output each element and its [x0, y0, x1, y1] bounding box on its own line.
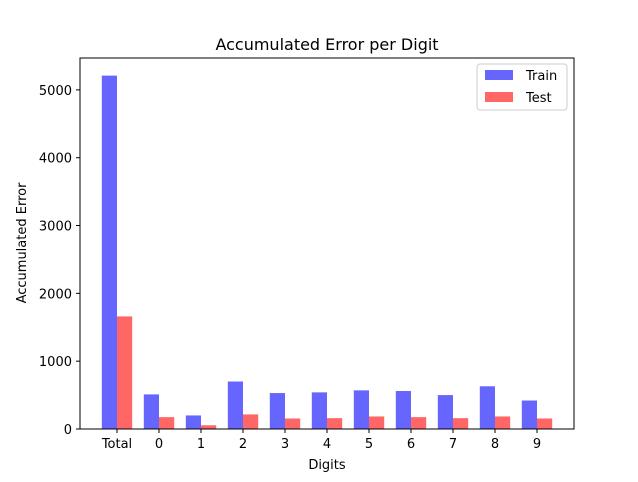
y-tick-label: 5000	[39, 84, 72, 99]
x-axis-label: Digits	[308, 458, 346, 473]
x-tick-label: Total	[101, 437, 132, 452]
chart-title: Accumulated Error per Digit	[215, 35, 438, 54]
bar-train-8	[479, 386, 495, 429]
x-tick-label: 0	[155, 437, 163, 452]
bar-test-2	[243, 414, 259, 429]
y-axis: 0 1000 2000 3000 4000 5000	[39, 84, 80, 438]
legend-label-test: Test	[525, 91, 552, 106]
bar-train-total	[101, 75, 117, 429]
legend: Train Test	[476, 63, 568, 111]
bar-train-5	[353, 390, 369, 429]
legend-swatch-train	[485, 70, 513, 80]
bar-test-1	[201, 425, 217, 429]
y-tick-label: 1000	[39, 355, 72, 370]
bar-train-3	[269, 393, 285, 429]
x-tick-label: 8	[491, 437, 499, 452]
bar-train-0	[143, 394, 159, 429]
x-tick-label: 7	[449, 437, 457, 452]
legend-swatch-test	[485, 92, 513, 102]
bar-test-0	[159, 417, 175, 429]
bar-train-1	[185, 415, 201, 429]
bar-train-4	[311, 392, 327, 429]
x-tick-label: 3	[281, 437, 289, 452]
bar-train-7	[437, 395, 453, 429]
x-tick-label: 5	[365, 437, 373, 452]
bar-train-2	[227, 381, 243, 429]
bar-test-total	[117, 316, 133, 429]
bar-test-7	[453, 418, 469, 429]
bar-test-8	[495, 416, 511, 429]
y-tick-label: 0	[64, 423, 72, 438]
bar-test-9	[537, 418, 553, 429]
y-tick-label: 3000	[39, 220, 72, 235]
legend-label-train: Train	[525, 69, 557, 84]
x-axis: Total 0 1 2 3 4 5 6 7 8 9	[101, 429, 541, 452]
bar-train-9	[521, 400, 537, 429]
bar-train-6	[395, 391, 411, 429]
x-tick-label: 2	[239, 437, 247, 452]
x-tick-label: 1	[197, 437, 205, 452]
x-tick-label: 9	[533, 437, 541, 452]
y-tick-label: 4000	[39, 152, 72, 167]
bars-group	[101, 75, 553, 429]
bar-test-4	[327, 418, 343, 429]
bar-test-6	[411, 417, 427, 429]
y-tick-label: 2000	[39, 287, 72, 302]
bar-test-5	[369, 416, 385, 429]
y-axis-label: Accumulated Error	[15, 182, 30, 304]
x-tick-label: 6	[407, 437, 415, 452]
x-tick-label: 4	[323, 437, 331, 452]
bar-test-3	[285, 418, 301, 429]
